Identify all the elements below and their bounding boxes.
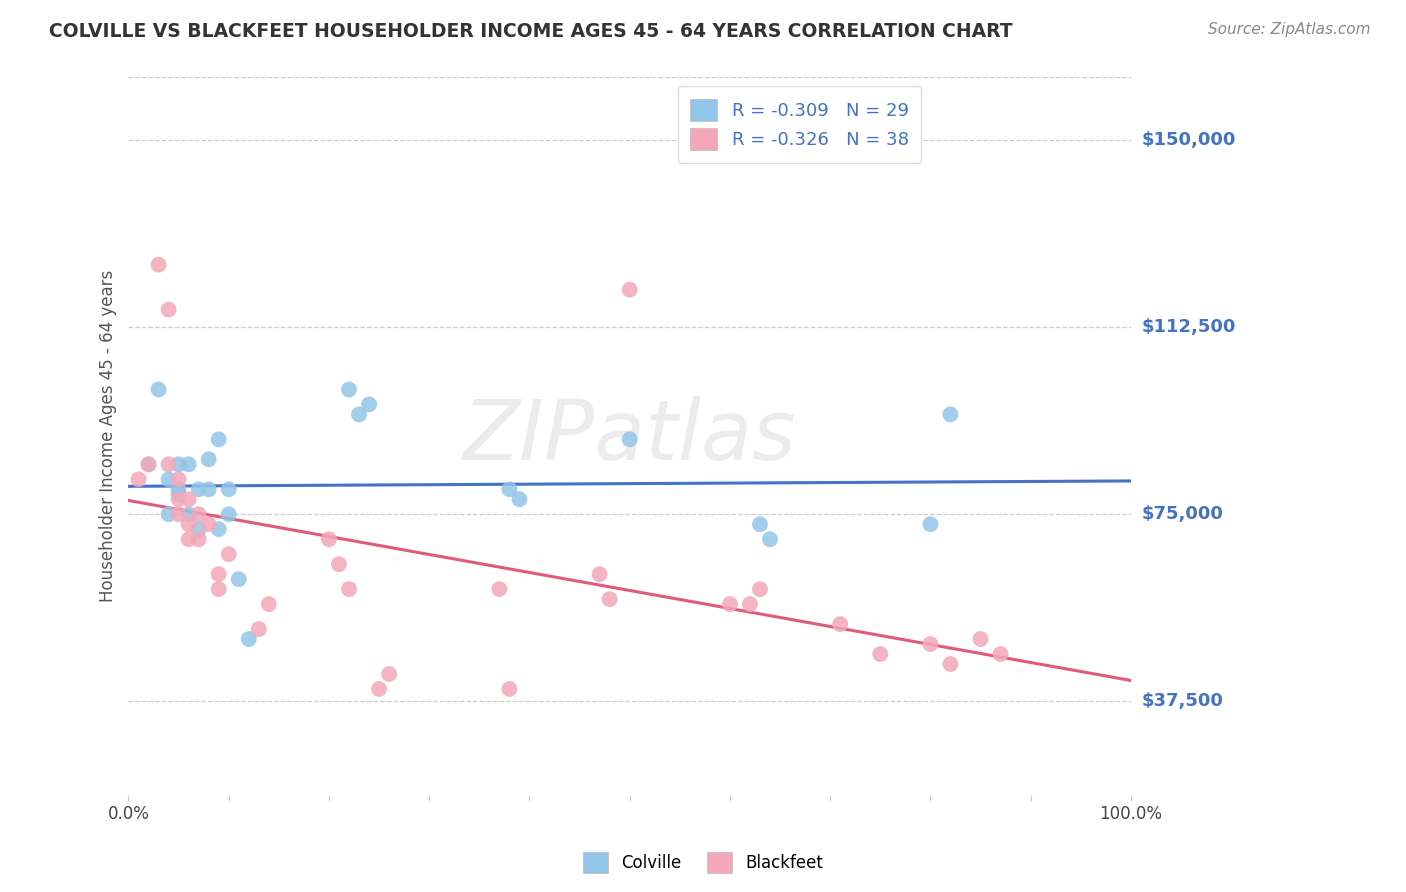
Point [187,533,209,547]
Point [148,383,170,397]
Point [328,557,350,571]
Point [187,483,209,497]
Point [218,547,240,561]
Point [208,582,231,596]
Point [177,533,200,547]
Text: COLVILLE VS BLACKFEET HOUSEHOLDER INCOME AGES 45 - 64 YEARS CORRELATION CHART: COLVILLE VS BLACKFEET HOUSEHOLDER INCOME… [49,22,1012,41]
Point [939,657,962,671]
Point [749,517,772,532]
Point [167,492,190,507]
Point [177,492,200,507]
Text: $112,500: $112,500 [1142,318,1236,336]
Point [218,483,240,497]
Point [368,681,391,696]
Point [318,533,340,547]
Point [508,492,530,507]
Point [588,567,610,582]
Point [167,472,190,486]
Point [228,572,250,586]
Point [347,408,370,422]
Point [177,458,200,472]
Point [218,508,240,522]
Point [197,517,219,532]
Legend: Colville, Blackfeet: Colville, Blackfeet [576,846,830,880]
Text: ZIPatlas: ZIPatlas [463,396,796,476]
Point [378,667,401,681]
Point [167,483,190,497]
Point [148,258,170,272]
Point [749,582,772,596]
Text: $75,000: $75,000 [1142,505,1223,524]
Point [187,508,209,522]
Point [939,408,962,422]
Point [599,592,621,607]
Point [167,487,190,501]
Point [619,283,641,297]
Point [498,483,520,497]
Point [157,472,180,486]
Point [187,522,209,536]
Text: $37,500: $37,500 [1142,692,1223,710]
Point [718,597,741,611]
Point [208,567,231,582]
Point [197,452,219,467]
Point [177,508,200,522]
Point [337,582,360,596]
Point [488,582,510,596]
Point [208,522,231,536]
Point [869,647,891,661]
Point [357,397,380,411]
Point [208,433,231,447]
Legend: R = -0.309   N = 29, R = -0.326   N = 38: R = -0.309 N = 29, R = -0.326 N = 38 [678,87,921,163]
Point [197,483,219,497]
Point [920,517,942,532]
Point [167,508,190,522]
Point [990,647,1012,661]
Point [759,533,782,547]
Point [830,617,852,632]
Text: $150,000: $150,000 [1142,131,1236,149]
Y-axis label: Householder Income Ages 45 - 64 years: Householder Income Ages 45 - 64 years [100,270,117,602]
Point [167,458,190,472]
Point [920,637,942,651]
Point [157,508,180,522]
Text: Source: ZipAtlas.com: Source: ZipAtlas.com [1208,22,1371,37]
Point [498,681,520,696]
Point [619,433,641,447]
Point [337,383,360,397]
Point [177,517,200,532]
Point [138,458,160,472]
Point [138,458,160,472]
Point [969,632,991,646]
Point [738,597,761,611]
Point [128,472,150,486]
Point [257,597,280,611]
Point [238,632,260,646]
Point [247,622,270,636]
Point [157,302,180,317]
Point [157,458,180,472]
